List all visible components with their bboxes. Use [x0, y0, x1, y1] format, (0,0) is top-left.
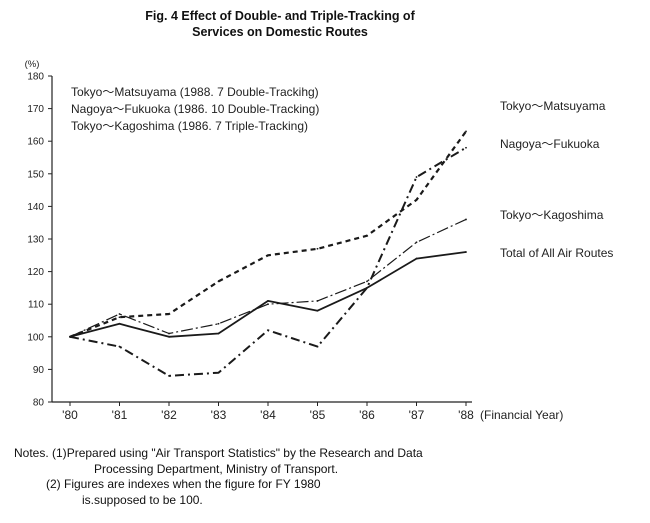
data-point	[267, 303, 269, 306]
x-tick-label: '84	[260, 408, 276, 422]
y-tick-label: 110	[28, 300, 44, 311]
data-point	[465, 146, 467, 149]
note-2-line-1: (2) Figures are indexes when the figure …	[46, 477, 321, 491]
data-point	[415, 198, 418, 201]
data-point	[316, 247, 319, 250]
data-point	[217, 371, 220, 374]
data-point	[465, 251, 467, 253]
legend-annotation-line: Tokyo〜Matsuyama (1988. 7 Double-Trackihg…	[71, 85, 319, 99]
data-point	[217, 332, 220, 335]
series-label: Total of All Air Routes	[500, 246, 613, 260]
data-point	[267, 254, 269, 257]
y-tick-label: 160	[27, 137, 44, 148]
y-tick-label: 120	[27, 267, 44, 278]
note-1-line-2: Processing Department, Ministry of Trans…	[94, 461, 339, 476]
y-tick-label: 100	[27, 332, 44, 343]
series-tokyo-matsuyama-line	[69, 130, 467, 338]
data-point	[217, 322, 220, 325]
notes: Notes. (1) Prepared using "Air Transport…	[14, 446, 423, 508]
data-point	[118, 313, 121, 315]
chart-title: Fig. 4 Effect of Double- and Triple-Trac…	[60, 8, 500, 40]
data-point	[465, 130, 467, 133]
legend-annotation-line: Tokyo〜Kagoshima (1986. 7 Triple-Tracking…	[71, 119, 308, 133]
y-tick-label: 140	[27, 202, 44, 213]
x-tick-label: '86	[359, 408, 375, 422]
x-tick-label: '85	[310, 408, 326, 422]
data-point	[118, 316, 121, 319]
data-point	[316, 300, 319, 302]
data-point	[168, 332, 170, 335]
data-point	[217, 280, 220, 283]
data-point	[415, 176, 418, 178]
data-point	[118, 322, 121, 325]
data-point	[316, 345, 319, 348]
x-tick-label: '81	[112, 408, 128, 422]
note-1-line-1: Prepared using "Air Transport Statistics…	[66, 446, 423, 460]
x-tick-label: '83	[211, 408, 227, 422]
notes-prefix: Notes. (1)	[14, 446, 67, 460]
x-axis-label: (Financial Year)	[480, 408, 563, 422]
x-tick-label: '87	[409, 408, 425, 422]
data-point	[168, 375, 170, 377]
series-label: Tokyo〜Kagoshima	[500, 208, 604, 222]
data-point	[415, 241, 418, 244]
note-2-line-2: is.supposed to be 100.	[82, 492, 203, 507]
series-nagoya-fukuoka-line	[69, 146, 467, 377]
y-tick-label: 170	[27, 104, 44, 115]
x-tick-label: '80	[62, 408, 78, 422]
chart-title-line-2: Services on Domestic Routes	[192, 25, 368, 39]
data-point	[267, 300, 269, 302]
series-label: Tokyo〜Matsuyama	[500, 99, 606, 113]
legend-annotation-line: Nagoya〜Fukuoka (1986. 10 Double-Tracking…	[71, 102, 319, 116]
data-point	[366, 234, 368, 237]
data-point	[366, 287, 368, 289]
series-label: Nagoya〜Fukuoka	[500, 137, 600, 151]
data-point	[465, 218, 467, 221]
data-point	[118, 345, 121, 348]
series-tokyo-kagoshima-line	[69, 218, 467, 338]
data-point	[415, 257, 418, 260]
x-tick-label: '82	[161, 408, 177, 422]
data-point	[366, 280, 368, 283]
data-point	[69, 335, 71, 338]
y-tick-label: 130	[27, 235, 44, 246]
data-point	[267, 329, 269, 332]
data-point	[316, 309, 319, 312]
y-tick-label: 90	[33, 365, 45, 376]
y-tick-label: 180	[27, 72, 44, 83]
data-point	[168, 313, 170, 315]
y-tick-label: 80	[33, 398, 45, 409]
line-chart: 80 90 100 110 120 130 140 150 160 170 180 (%) '80 '81…	[25, 59, 614, 422]
data-point	[168, 335, 170, 338]
y-tick-label: 150	[27, 169, 44, 180]
chart-title-line-1: Fig. 4 Effect of Double- and Triple-Trac…	[145, 9, 415, 23]
y-unit-label: (%)	[25, 59, 40, 70]
x-tick-label: '88	[458, 408, 474, 422]
series-total-air-routes-line	[69, 251, 467, 338]
